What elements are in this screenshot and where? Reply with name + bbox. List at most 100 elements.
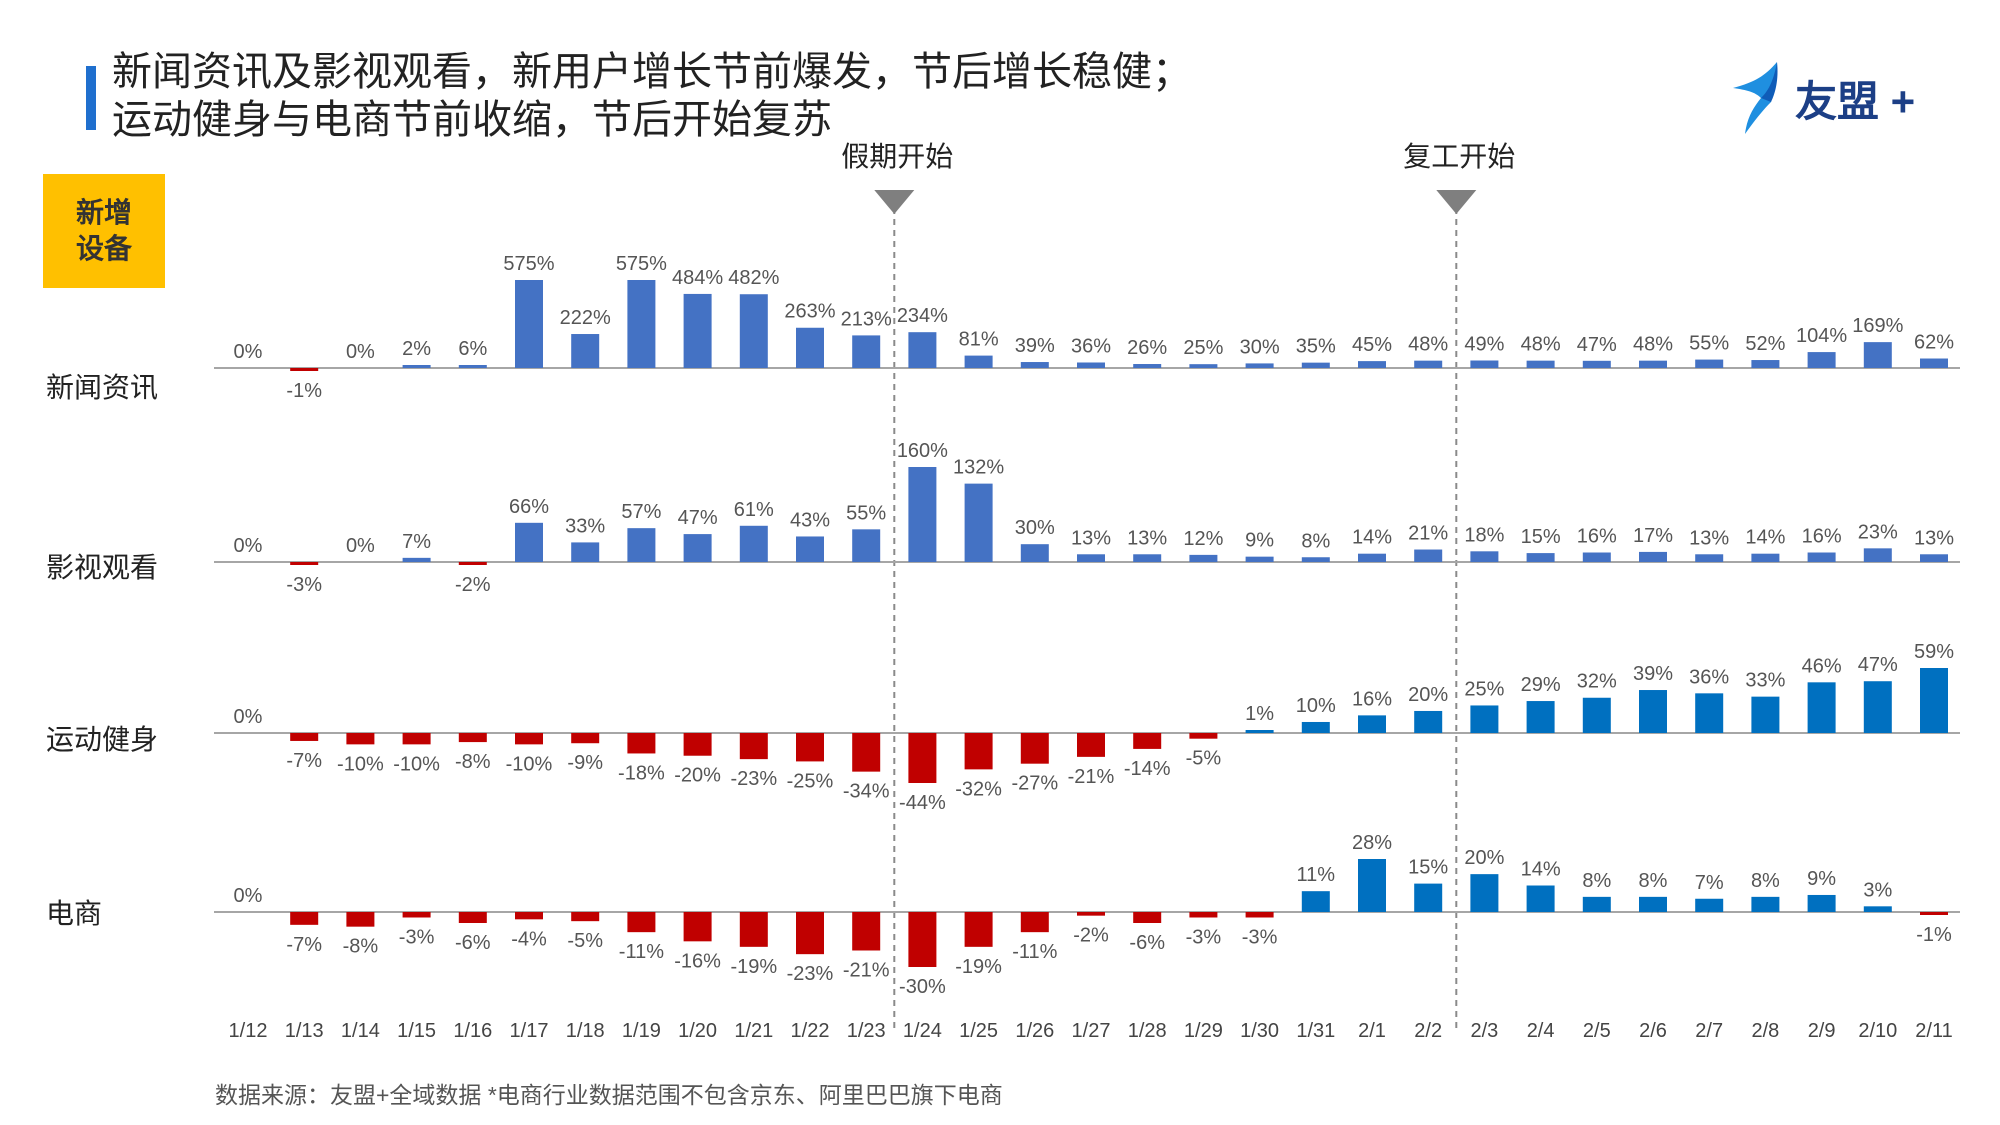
data-label: 169% xyxy=(1852,315,1903,337)
x-tick-label: 1/25 xyxy=(959,1020,998,1042)
bar xyxy=(1414,883,1443,912)
data-label: 160% xyxy=(897,440,948,462)
x-tick-label: 2/9 xyxy=(1808,1020,1836,1042)
data-label: 33% xyxy=(1745,670,1785,692)
bar xyxy=(571,542,600,562)
data-label: -21% xyxy=(843,960,890,982)
data-label: 16% xyxy=(1802,526,1842,548)
x-tick-label: 1/27 xyxy=(1072,1020,1111,1042)
data-label: 8% xyxy=(1751,870,1780,892)
bar xyxy=(852,335,881,368)
bar xyxy=(571,733,600,744)
data-label: 3% xyxy=(1863,879,1892,901)
data-label: 8% xyxy=(1301,530,1330,552)
data-label: -8% xyxy=(455,751,491,773)
data-label: 9% xyxy=(1807,868,1836,890)
title-line-1: 新闻资讯及影视观看，新用户增长节前爆发，节后增长稳健； xyxy=(112,50,1192,94)
bar xyxy=(515,280,543,368)
bar xyxy=(1077,554,1105,562)
data-label: 61% xyxy=(734,499,774,521)
metric-badge: 新增 设备 xyxy=(43,174,165,288)
bar xyxy=(1920,668,1948,733)
data-label: -21% xyxy=(1068,766,1115,788)
bar xyxy=(964,483,993,562)
data-label: 14% xyxy=(1352,527,1392,549)
bar xyxy=(1695,359,1724,368)
bar xyxy=(1695,693,1724,733)
data-label: 13% xyxy=(1689,527,1729,549)
bar xyxy=(1133,733,1162,749)
data-label: 484% xyxy=(672,267,723,289)
x-tick-label: 1/20 xyxy=(678,1020,717,1042)
bar xyxy=(908,733,937,783)
x-tick-label: 1/29 xyxy=(1184,1020,1223,1042)
bar xyxy=(796,912,824,955)
data-label: -9% xyxy=(567,752,603,774)
data-label: 17% xyxy=(1633,525,1673,547)
data-label: 26% xyxy=(1127,337,1167,359)
x-tick-label: 1/31 xyxy=(1296,1020,1335,1042)
bar xyxy=(1582,552,1611,562)
bar xyxy=(515,912,543,920)
x-tick-label: 2/11 xyxy=(1915,1020,1952,1042)
data-label: -44% xyxy=(899,792,946,814)
x-tick-label: 1/15 xyxy=(397,1020,436,1042)
bar xyxy=(1639,690,1667,733)
bar xyxy=(290,733,319,741)
data-label: 39% xyxy=(1633,663,1673,685)
bar xyxy=(1470,360,1499,368)
bar xyxy=(1920,554,1948,562)
bar xyxy=(1863,681,1892,733)
data-label: -30% xyxy=(899,976,946,998)
data-label: -25% xyxy=(787,770,834,792)
bar xyxy=(908,467,937,562)
bar xyxy=(515,733,543,745)
bar xyxy=(852,912,881,951)
data-label: 30% xyxy=(1015,517,1055,539)
bar xyxy=(1639,360,1667,368)
bar xyxy=(964,355,993,368)
row-label-news: 新闻资讯 xyxy=(46,372,159,403)
data-source-note: 数据来源：友盟+全域数据 *电商行业数据范围不包含京东、阿里巴巴旗下电商 xyxy=(215,1082,1003,1108)
data-label: 11% xyxy=(1297,864,1336,886)
data-label: -19% xyxy=(730,956,777,978)
bar xyxy=(1245,912,1274,918)
bar xyxy=(1582,896,1611,912)
x-tick-label: 2/2 xyxy=(1414,1020,1442,1042)
data-label: 16% xyxy=(1577,526,1617,548)
bar xyxy=(1077,362,1105,368)
bar xyxy=(1920,912,1948,915)
data-label: 13% xyxy=(1914,527,1954,549)
data-label: -23% xyxy=(787,963,834,985)
data-label: 55% xyxy=(846,502,886,524)
data-label: -19% xyxy=(955,956,1002,978)
data-label: 59% xyxy=(1914,641,1954,663)
data-label: 575% xyxy=(503,253,554,275)
data-label: -8% xyxy=(343,936,379,958)
bar xyxy=(1301,362,1330,368)
annotation-label: 复工开始 xyxy=(1403,141,1515,172)
data-label: 48% xyxy=(1521,334,1561,356)
bar xyxy=(1189,364,1218,368)
data-label: 57% xyxy=(621,501,661,523)
metric-badge-line2: 设备 xyxy=(75,233,132,264)
bar xyxy=(683,293,712,368)
data-label: 28% xyxy=(1352,832,1392,854)
data-label: -6% xyxy=(455,932,491,954)
bar xyxy=(402,557,431,562)
bar xyxy=(1863,548,1892,562)
data-label: -1% xyxy=(1916,924,1952,946)
bar xyxy=(1358,553,1386,562)
bar xyxy=(683,733,712,756)
bar xyxy=(1695,554,1724,562)
bar xyxy=(515,522,543,562)
data-label: 6% xyxy=(458,338,487,360)
data-label: 48% xyxy=(1408,334,1448,356)
data-label: 2% xyxy=(402,338,431,360)
data-label: 132% xyxy=(953,457,1004,479)
bar xyxy=(1751,896,1780,912)
bar xyxy=(627,912,656,933)
x-tick-label: 1/28 xyxy=(1128,1020,1167,1042)
x-tick-label: 1/12 xyxy=(229,1020,268,1042)
bar xyxy=(739,912,768,947)
